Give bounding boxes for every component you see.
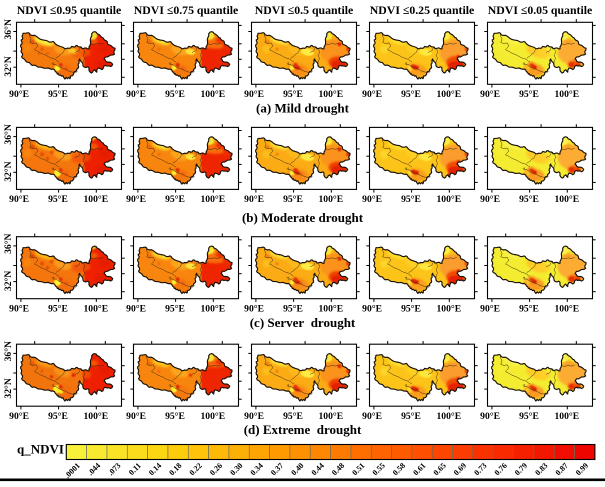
- svg-text:95°E: 95°E: [283, 194, 303, 205]
- svg-text:100°E: 100°E: [554, 194, 579, 205]
- svg-text:90°E: 90°E: [244, 89, 264, 100]
- svg-text:90°E: 90°E: [9, 194, 29, 205]
- svg-text:95°E: 95°E: [48, 89, 68, 100]
- svg-text:90°E: 90°E: [126, 194, 146, 205]
- svg-text:100°E: 100°E: [200, 303, 225, 314]
- svg-text:90°E: 90°E: [480, 194, 500, 205]
- svg-text:36°N: 36°N: [3, 341, 14, 361]
- svg-text:95°E: 95°E: [283, 89, 303, 100]
- svg-text:32°N: 32°N: [3, 56, 14, 76]
- svg-text:90°E: 90°E: [362, 194, 382, 205]
- svg-text:95°E: 95°E: [401, 303, 421, 314]
- svg-text:95°E: 95°E: [165, 194, 185, 205]
- svg-text:100°E: 100°E: [436, 303, 461, 314]
- svg-text:95°E: 95°E: [283, 303, 303, 314]
- svg-text:95°E: 95°E: [283, 411, 303, 422]
- svg-text:100°E: 100°E: [83, 411, 108, 422]
- svg-text:(d) Extreme drought: (d) Extreme drought: [244, 422, 362, 437]
- svg-text:90°E: 90°E: [480, 303, 500, 314]
- svg-text:NDVI ≤0.5 quantile: NDVI ≤0.5 quantile: [255, 3, 354, 17]
- svg-text:95°E: 95°E: [48, 303, 68, 314]
- svg-text:NDVI ≤0.95 quantile: NDVI ≤0.95 quantile: [17, 3, 121, 17]
- svg-text:95°E: 95°E: [401, 411, 421, 422]
- svg-text:100°E: 100°E: [200, 89, 225, 100]
- svg-text:90°E: 90°E: [480, 411, 500, 422]
- svg-text:NDVI ≤0.25 quantile: NDVI ≤0.25 quantile: [370, 3, 474, 17]
- svg-text:90°E: 90°E: [244, 194, 264, 205]
- svg-text:100°E: 100°E: [554, 411, 579, 422]
- svg-text:95°E: 95°E: [519, 194, 539, 205]
- svg-text:90°E: 90°E: [126, 303, 146, 314]
- svg-text:36°N: 36°N: [3, 124, 14, 144]
- svg-text:100°E: 100°E: [200, 194, 225, 205]
- svg-text:32°N: 32°N: [3, 378, 14, 398]
- svg-text:90°E: 90°E: [126, 411, 146, 422]
- svg-text:95°E: 95°E: [48, 411, 68, 422]
- svg-text:36°N: 36°N: [3, 19, 14, 39]
- svg-text:q_NDVI: q_NDVI: [17, 442, 64, 457]
- svg-text:100°E: 100°E: [318, 89, 343, 100]
- svg-text:95°E: 95°E: [165, 303, 185, 314]
- svg-text:90°E: 90°E: [362, 303, 382, 314]
- svg-text:(b) Moderate drought: (b) Moderate drought: [242, 210, 364, 225]
- svg-text:90°E: 90°E: [362, 89, 382, 100]
- svg-text:95°E: 95°E: [401, 194, 421, 205]
- svg-text:90°E: 90°E: [244, 411, 264, 422]
- svg-text:36°N: 36°N: [3, 233, 14, 253]
- svg-text:90°E: 90°E: [362, 411, 382, 422]
- svg-text:90°E: 90°E: [9, 411, 29, 422]
- svg-text:95°E: 95°E: [165, 89, 185, 100]
- svg-text:100°E: 100°E: [200, 411, 225, 422]
- svg-text:100°E: 100°E: [318, 411, 343, 422]
- svg-text:95°E: 95°E: [519, 89, 539, 100]
- svg-text:100°E: 100°E: [83, 194, 108, 205]
- svg-text:95°E: 95°E: [48, 194, 68, 205]
- svg-text:(c) Server drought: (c) Server drought: [250, 315, 356, 330]
- svg-text:100°E: 100°E: [436, 194, 461, 205]
- svg-text:100°E: 100°E: [436, 89, 461, 100]
- svg-text:32°N: 32°N: [3, 161, 14, 181]
- svg-text:95°E: 95°E: [519, 411, 539, 422]
- svg-text:100°E: 100°E: [436, 411, 461, 422]
- svg-text:90°E: 90°E: [126, 89, 146, 100]
- svg-text:95°E: 95°E: [165, 411, 185, 422]
- svg-text:NDVI ≤0.75 quantile: NDVI ≤0.75 quantile: [134, 3, 238, 17]
- svg-text:100°E: 100°E: [83, 89, 108, 100]
- svg-text:90°E: 90°E: [244, 303, 264, 314]
- svg-text:95°E: 95°E: [401, 89, 421, 100]
- svg-text:100°E: 100°E: [318, 303, 343, 314]
- svg-text:90°E: 90°E: [9, 303, 29, 314]
- svg-text:100°E: 100°E: [554, 303, 579, 314]
- svg-text:32°N: 32°N: [3, 271, 14, 291]
- svg-text:(a) Mild drought: (a) Mild drought: [256, 101, 350, 116]
- svg-text:90°E: 90°E: [480, 89, 500, 100]
- svg-text:100°E: 100°E: [554, 89, 579, 100]
- svg-text:95°E: 95°E: [519, 303, 539, 314]
- svg-text:100°E: 100°E: [83, 303, 108, 314]
- svg-text:100°E: 100°E: [318, 194, 343, 205]
- svg-text:90°E: 90°E: [9, 89, 29, 100]
- svg-text:NDVI ≤0.05 quantile: NDVI ≤0.05 quantile: [488, 3, 592, 17]
